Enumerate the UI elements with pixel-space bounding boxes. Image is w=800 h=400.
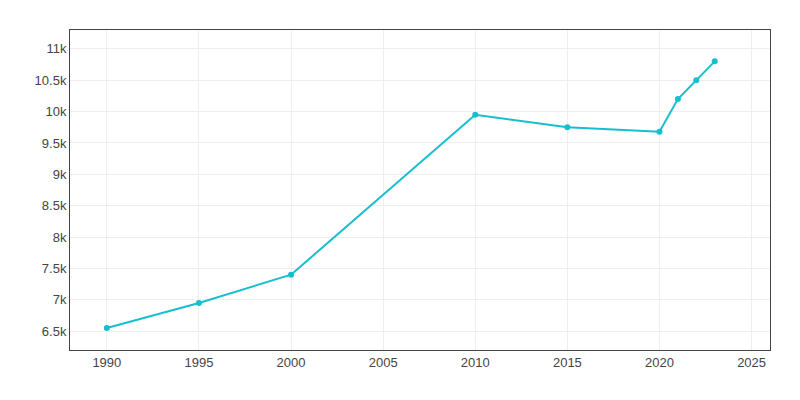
svg-text:6.5k: 6.5k — [42, 324, 67, 339]
svg-text:2000: 2000 — [277, 355, 306, 370]
svg-text:7k: 7k — [53, 292, 67, 307]
svg-text:11k: 11k — [46, 41, 66, 56]
svg-text:9.5k: 9.5k — [42, 135, 67, 150]
svg-text:2015: 2015 — [553, 355, 582, 370]
svg-text:1995: 1995 — [184, 355, 213, 370]
svg-text:7.5k: 7.5k — [42, 261, 67, 276]
svg-text:1990: 1990 — [92, 355, 121, 370]
svg-text:8.5k: 8.5k — [42, 198, 67, 213]
svg-text:2020: 2020 — [645, 355, 674, 370]
svg-text:10.5k: 10.5k — [35, 73, 67, 88]
svg-text:9k: 9k — [53, 167, 67, 182]
svg-text:2025: 2025 — [737, 355, 766, 370]
svg-text:2005: 2005 — [369, 355, 398, 370]
svg-text:8k: 8k — [53, 230, 67, 245]
svg-text:2010: 2010 — [461, 355, 490, 370]
svg-text:10k: 10k — [45, 104, 66, 119]
